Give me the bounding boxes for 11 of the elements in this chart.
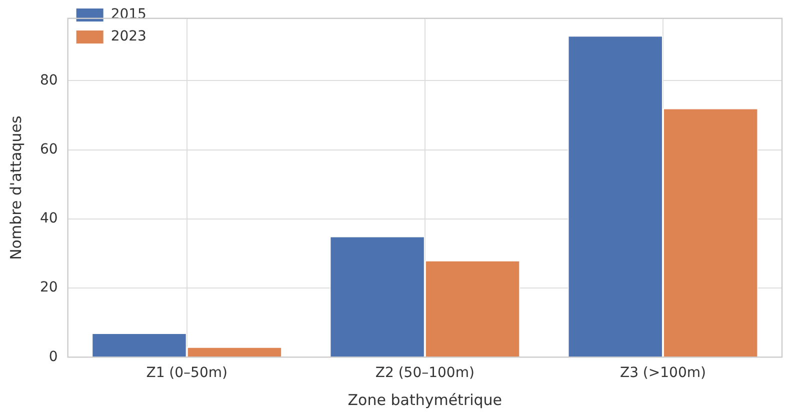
y-tick-label: 60 [40, 141, 58, 158]
legend-label: 2023 [110, 28, 146, 45]
y-tick-label: 0 [48, 348, 58, 365]
y-tick-label: 40 [40, 210, 58, 227]
x-tick-label: Z1 (0–50m) [146, 365, 228, 382]
x-tick-label: Z3 (>100m) [620, 365, 706, 382]
y-tick-label: 20 [40, 280, 58, 296]
x-tick-label: Z2 (50–100m) [375, 365, 474, 382]
y-axis-title: Nombre d'attaques [6, 116, 25, 260]
y-tick-label: 80 [40, 72, 58, 88]
x-axis-title: Zone bathymétrique [348, 390, 502, 409]
